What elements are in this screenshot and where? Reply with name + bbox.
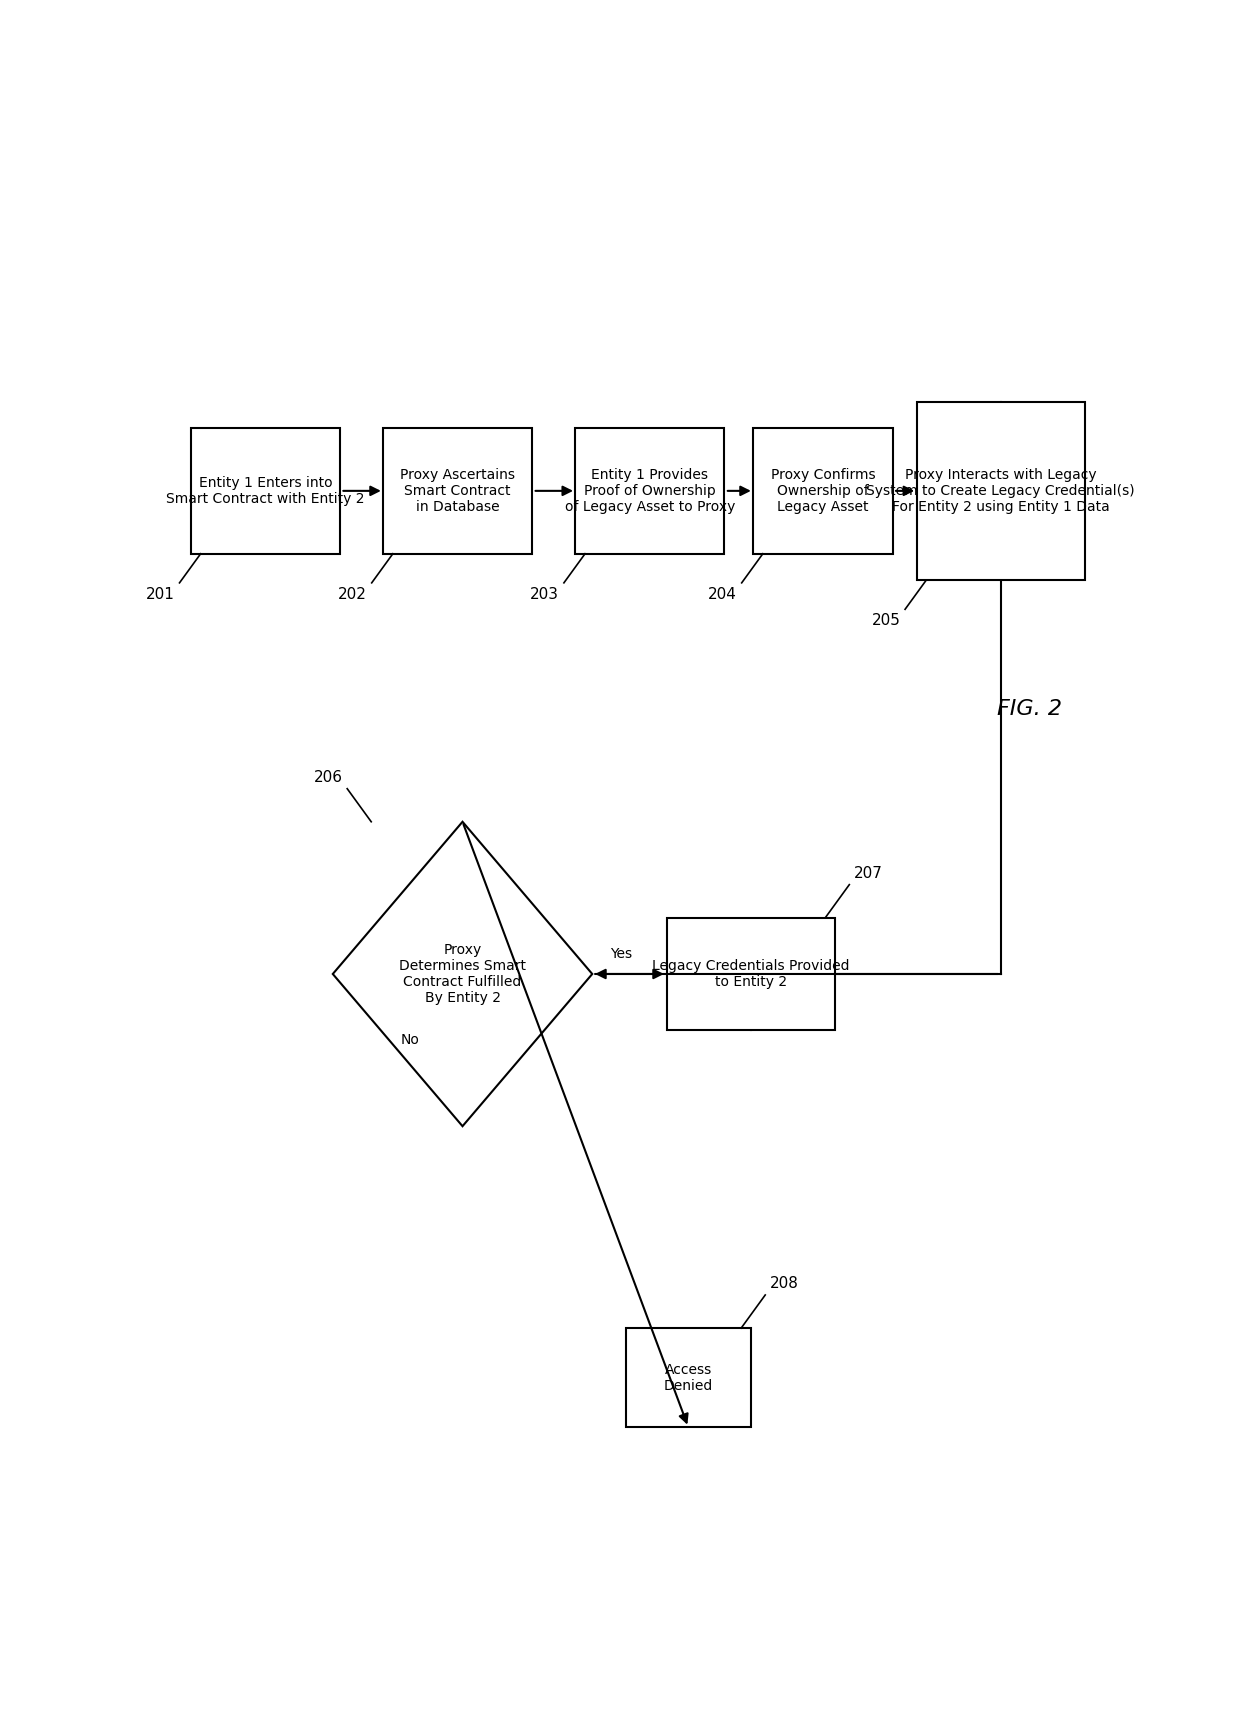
Text: 202: 202 [339, 586, 367, 602]
FancyBboxPatch shape [383, 428, 532, 554]
Text: 208: 208 [770, 1275, 799, 1291]
FancyBboxPatch shape [626, 1329, 751, 1427]
Text: Proxy Interacts with Legacy
System to Create Legacy Credential(s)
For Entity 2 u: Proxy Interacts with Legacy System to Cr… [867, 468, 1135, 514]
Text: Yes: Yes [610, 947, 632, 961]
FancyBboxPatch shape [191, 428, 340, 554]
Text: Entity 1 Enters into
Smart Contract with Entity 2: Entity 1 Enters into Smart Contract with… [166, 476, 365, 505]
FancyBboxPatch shape [667, 918, 835, 1030]
Text: No: No [401, 1033, 419, 1047]
Text: Access
Denied: Access Denied [663, 1363, 713, 1392]
FancyBboxPatch shape [753, 428, 893, 554]
Polygon shape [332, 822, 593, 1126]
Text: Legacy Credentials Provided
to Entity 2: Legacy Credentials Provided to Entity 2 [652, 959, 849, 988]
Text: 204: 204 [708, 586, 737, 602]
Text: 205: 205 [872, 614, 900, 629]
Text: 207: 207 [854, 866, 883, 880]
Text: FIG. 2: FIG. 2 [997, 700, 1061, 719]
Text: 203: 203 [531, 586, 559, 602]
Text: Proxy Confirms
Ownership of
Legacy Asset: Proxy Confirms Ownership of Legacy Asset [770, 468, 875, 514]
Text: 201: 201 [146, 586, 175, 602]
Text: Proxy
Determines Smart
Contract Fulfilled
By Entity 2: Proxy Determines Smart Contract Fulfille… [399, 942, 526, 1006]
Text: Proxy Ascertains
Smart Contract
in Database: Proxy Ascertains Smart Contract in Datab… [401, 468, 515, 514]
Text: 206: 206 [314, 770, 342, 784]
Text: Entity 1 Provides
Proof of Ownership
of Legacy Asset to Proxy: Entity 1 Provides Proof of Ownership of … [564, 468, 735, 514]
FancyBboxPatch shape [575, 428, 724, 554]
FancyBboxPatch shape [916, 402, 1085, 581]
